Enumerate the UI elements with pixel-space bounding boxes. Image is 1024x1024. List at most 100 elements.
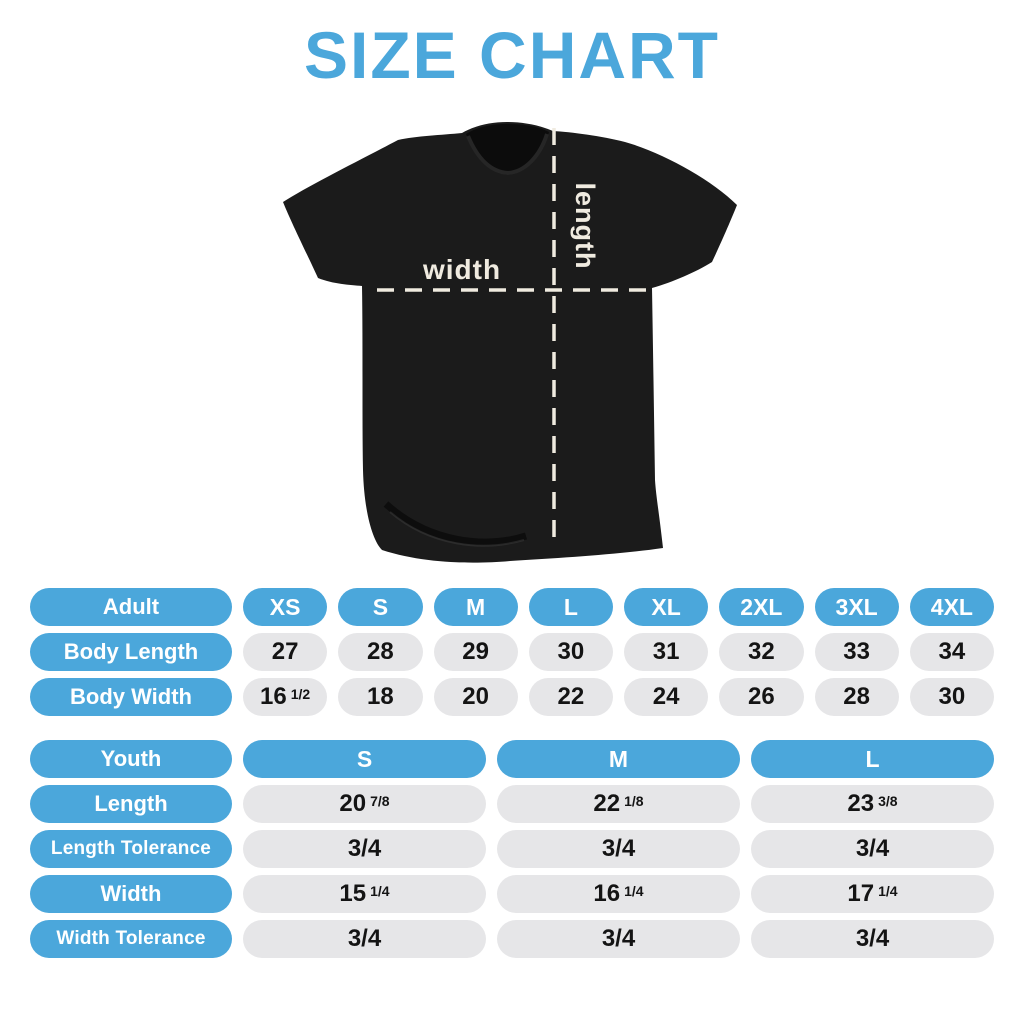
- youth-length-tolerance-cell-2: 3/4: [751, 830, 994, 868]
- cell-value: 28: [843, 683, 870, 710]
- adult-size-3: L: [528, 588, 613, 626]
- cell-value: 33: [843, 638, 870, 665]
- adult-body-width-cell-7: 30: [909, 678, 994, 716]
- cell-value: 20: [339, 790, 367, 817]
- cell-value: 26: [748, 683, 775, 710]
- adult-body-length-cell-2: 29: [433, 633, 518, 671]
- adult-body-length-cell-6: 33: [814, 633, 899, 671]
- adult-body-length-cell-3: 30: [528, 633, 613, 671]
- cell-value: 30: [557, 638, 585, 665]
- cell-value: 3/4: [347, 835, 382, 862]
- adult-body-width-cell-3: 22: [528, 678, 613, 716]
- cell-value: 22: [557, 683, 585, 710]
- adult-body-length-row: Body Length 27 28 29 30 31 32 33 34: [30, 633, 994, 671]
- cell-value: 24: [652, 683, 680, 710]
- cell-value: 20: [462, 683, 489, 710]
- youth-length-cell-0: 20 7/8: [243, 785, 486, 823]
- cell-value: 18: [367, 683, 394, 710]
- youth-size-0: S: [243, 740, 486, 778]
- cell-value: 17: [847, 880, 875, 907]
- cell-value: 3/4: [601, 925, 636, 952]
- youth-length-tolerance-row: Length Tolerance 3/4 3/4 3/4: [30, 830, 994, 868]
- adult-body-length-cell-4: 31: [624, 633, 709, 671]
- cell-value: 3/4: [601, 835, 636, 862]
- youth-width-tolerance-cell-0: 3/4: [243, 920, 486, 958]
- cell-fraction: 7/8: [370, 793, 390, 809]
- cell-value: 32: [748, 638, 775, 665]
- cell-value: 30: [938, 683, 966, 710]
- youth-width-row: Width 15 1/4 16 1/4 17 1/4: [30, 875, 994, 913]
- youth-length-cell-2: 23 3/8: [751, 785, 994, 823]
- row-label-width: Width: [30, 875, 232, 913]
- cell-value: 3/4: [855, 925, 890, 952]
- row-label-length: Length: [30, 785, 232, 823]
- youth-width-tolerance-row: Width Tolerance 3/4 3/4 3/4: [30, 920, 994, 958]
- hem-fold-highlight: [389, 511, 525, 547]
- adult-body-width-cell-6: 28: [814, 678, 899, 716]
- row-label-length-tolerance: Length Tolerance: [30, 830, 232, 868]
- adult-size-7: 4XL: [909, 588, 994, 626]
- cell-fraction: 1/2: [290, 686, 311, 702]
- adult-size-5: 2XL: [719, 588, 804, 626]
- adult-body-length-cell-7: 34: [909, 633, 994, 671]
- length-label: length: [570, 183, 600, 270]
- adult-body-length-cell-5: 32: [719, 633, 804, 671]
- youth-length-row: Length 20 7/8 22 1/8 23 3/8: [30, 785, 994, 823]
- row-label-body-length: Body Length: [30, 633, 232, 671]
- youth-width-tolerance-cell-2: 3/4: [751, 920, 994, 958]
- cell-fraction: 3/8: [878, 793, 898, 809]
- youth-length-cell-1: 22 1/8: [497, 785, 740, 823]
- adult-size-table: Adult XS S M L XL 2XL 3XL 4XL Body Length 27 28 2…: [30, 588, 994, 723]
- tshirt-silhouette: [283, 122, 737, 563]
- cell-value: 31: [652, 638, 680, 665]
- cell-value: 15: [339, 880, 367, 907]
- youth-width-cell-1: 16 1/4: [497, 875, 740, 913]
- adult-body-width-row: Body Width 16 1/2 18 20 22 24 26 28 30: [30, 678, 994, 716]
- tshirt-illustration: width length: [283, 122, 737, 563]
- adult-size-2: M: [433, 588, 518, 626]
- cell-fraction: 1/4: [624, 883, 644, 899]
- adult-size-0: XS: [243, 588, 328, 626]
- cell-fraction: 1/4: [370, 883, 390, 899]
- youth-width-tolerance-cell-1: 3/4: [497, 920, 740, 958]
- cell-value: 22: [593, 790, 621, 817]
- width-label: width: [422, 254, 501, 285]
- adult-body-width-cell-2: 20: [433, 678, 518, 716]
- cell-fraction: 1/8: [624, 793, 644, 809]
- adult-body-length-cell-1: 28: [338, 633, 423, 671]
- youth-width-cell-0: 15 1/4: [243, 875, 486, 913]
- cell-value: 29: [462, 638, 489, 665]
- adult-size-6: 3XL: [814, 588, 899, 626]
- cell-fraction: 1/4: [878, 883, 898, 899]
- adult-body-width-cell-5: 26: [719, 678, 804, 716]
- cell-value: 16: [593, 880, 621, 907]
- adult-body-width-cell-0: 16 1/2: [243, 678, 328, 716]
- row-label-width-tolerance: Width Tolerance: [30, 920, 232, 958]
- cell-value: 34: [938, 638, 966, 665]
- cell-value: 23: [847, 790, 875, 817]
- adult-body-length-cell-0: 27: [243, 633, 328, 671]
- cell-value: 27: [271, 638, 299, 665]
- adult-size-1: S: [338, 588, 423, 626]
- collar-rib: [466, 133, 549, 176]
- youth-size-1: M: [497, 740, 740, 778]
- hem-fold-shadow: [383, 501, 528, 546]
- cell-value: 3/4: [347, 925, 382, 952]
- youth-table-title: Youth: [30, 740, 232, 778]
- page-title: SIZE CHART: [304, 18, 720, 92]
- cell-value: 3/4: [855, 835, 890, 862]
- adult-body-width-cell-4: 24: [624, 678, 709, 716]
- adult-table-title: Adult: [30, 588, 232, 626]
- cell-value: 28: [367, 638, 394, 665]
- adult-header-row: Adult XS S M L XL 2XL 3XL 4XL: [30, 588, 994, 626]
- youth-length-tolerance-cell-1: 3/4: [497, 830, 740, 868]
- adult-body-width-cell-1: 18: [338, 678, 423, 716]
- youth-width-cell-2: 17 1/4: [751, 875, 994, 913]
- youth-length-tolerance-cell-0: 3/4: [243, 830, 486, 868]
- tshirt-measurement-diagram: width length: [280, 112, 744, 576]
- row-label-body-width: Body Width: [30, 678, 232, 716]
- adult-size-4: XL: [624, 588, 709, 626]
